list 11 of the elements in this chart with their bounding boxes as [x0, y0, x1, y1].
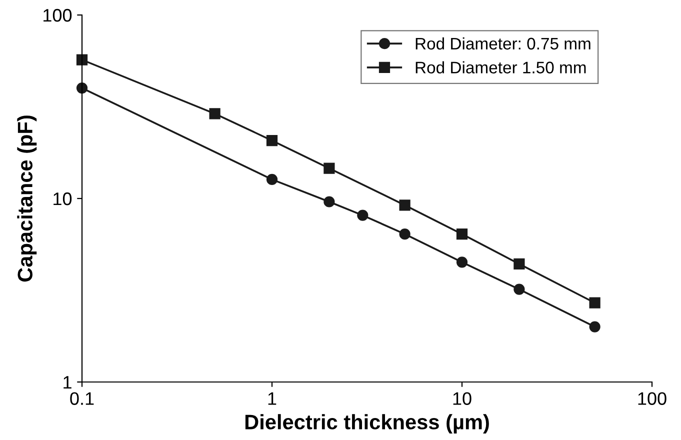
- legend-label: Rod Diameter: 0.75 mm: [416, 37, 590, 50]
- y-tick-label: 100: [44, 8, 72, 22]
- x-axis-title: Dielectric thickness (µm): [245, 414, 489, 434]
- y-axis-title: Capacitance (pF): [17, 116, 37, 282]
- x-tick-label: 1: [268, 392, 276, 405]
- legend-label: Rod Diameter 1.50 mm: [416, 61, 586, 74]
- x-tick-label: 100: [638, 392, 666, 405]
- y-tick-label: 1: [64, 376, 72, 389]
- x-tick-label: 0.1: [70, 392, 94, 405]
- y-tick-label: 10: [54, 192, 72, 206]
- x-tick-label: 10: [453, 392, 472, 405]
